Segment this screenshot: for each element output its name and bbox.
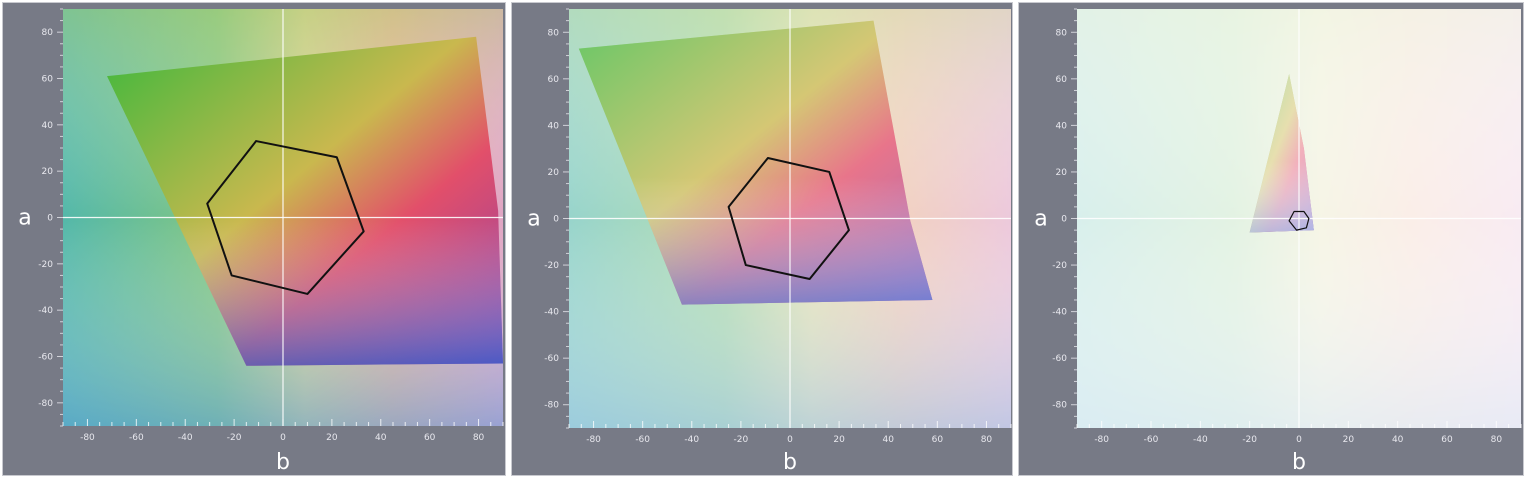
y-tick-label: -60 xyxy=(544,354,559,364)
y-tick-label: 80 xyxy=(42,28,54,38)
x-tick-label: -80 xyxy=(1094,435,1109,445)
chart-panel-2: -80 -60 -40 -20 0 20 40 60 80 80 60 40 20 0 -20 -40 -60 -… xyxy=(511,2,1013,476)
y-tick-label: 60 xyxy=(1056,75,1068,85)
y-tick-label: 20 xyxy=(548,168,560,178)
y-tick-label: -80 xyxy=(1052,401,1067,411)
x-tick-label: 60 xyxy=(1441,435,1453,445)
x-tick-label: -60 xyxy=(129,433,144,443)
x-tick-label: -80 xyxy=(80,433,95,443)
x-tick-label: 20 xyxy=(833,435,845,445)
y-axis-title: a xyxy=(18,206,31,231)
x-tick-label: 20 xyxy=(326,433,338,443)
y-tick-label: 80 xyxy=(1056,28,1068,38)
x-tick-label: 80 xyxy=(473,433,485,443)
y-tick-label: -80 xyxy=(544,401,559,411)
gamut-outline xyxy=(727,156,850,281)
x-tick-label: 40 xyxy=(882,435,894,445)
gamut-region-fade xyxy=(578,20,933,305)
y-tick-label: 60 xyxy=(548,75,560,85)
y-tick-label: -60 xyxy=(38,353,53,363)
x-tick-label: 40 xyxy=(1392,435,1404,445)
chart-panel-1: -80 -60 -40 -20 0 20 40 60 80 80 60 40 20 0 -20 -40 -60 -… xyxy=(2,2,506,476)
y-tick-label: 0 xyxy=(1061,215,1067,225)
gamut-region-fade xyxy=(1249,74,1314,233)
x-tick-label: 0 xyxy=(280,433,286,443)
y-tick-label: 80 xyxy=(548,28,560,38)
x-axis-title: b xyxy=(783,450,797,475)
y-axis-title: a xyxy=(527,207,540,232)
x-tick-label: 0 xyxy=(787,435,793,445)
chart-panel-3: -80 -60 -40 -20 0 20 40 60 80 80 60 40 20 0 -20 -40 -60 -… xyxy=(1018,2,1524,476)
gamut-outline xyxy=(206,140,365,295)
x-tick-label: -80 xyxy=(586,435,601,445)
x-tick-label: -20 xyxy=(1242,435,1257,445)
y-tick-label: 0 xyxy=(47,214,53,224)
x-tick-label: 40 xyxy=(375,433,387,443)
y-tick-label: -20 xyxy=(1052,261,1067,271)
y-tick-label: 0 xyxy=(553,215,559,225)
gamut-region-shade xyxy=(107,36,503,366)
x-tick-label: 20 xyxy=(1343,435,1355,445)
y-tick-label: -80 xyxy=(38,399,53,409)
x-tick-label: 80 xyxy=(981,435,993,445)
y-tick-label: 20 xyxy=(42,167,54,177)
x-tick-label: -40 xyxy=(1193,435,1208,445)
x-axis-title: b xyxy=(276,450,290,475)
gamut-outline xyxy=(1288,210,1310,231)
x-tick-label: -60 xyxy=(1144,435,1159,445)
gamut-region-shade xyxy=(578,20,933,305)
x-tick-label: 80 xyxy=(1491,435,1503,445)
chart-svg: -80 -60 -40 -20 0 20 40 60 80 80 60 40 20 0 -20 -40 -60 -… xyxy=(1034,8,1522,475)
chart-svg: -80 -60 -40 -20 0 20 40 60 80 80 60 40 20 0 -20 -40 -60 -… xyxy=(527,8,1012,475)
y-tick-label: -40 xyxy=(38,306,53,316)
chart-svg: -80 -60 -40 -20 0 20 40 60 80 80 60 40 20 0 -20 -40 -60 -… xyxy=(18,8,504,475)
y-tick-label: 40 xyxy=(42,121,54,131)
y-tick-label: -40 xyxy=(1052,308,1067,318)
x-tick-label: -20 xyxy=(227,433,242,443)
x-tick-label: -40 xyxy=(178,433,193,443)
x-tick-label: 60 xyxy=(932,435,944,445)
y-tick-label: -20 xyxy=(544,261,559,271)
y-tick-label: 20 xyxy=(1056,168,1068,178)
y-axis-title: a xyxy=(1034,207,1047,232)
x-tick-label: -20 xyxy=(734,435,749,445)
y-tick-label: 60 xyxy=(42,75,54,85)
x-tick-label: -60 xyxy=(635,435,650,445)
y-tick-label: -60 xyxy=(1052,354,1067,364)
y-tick-label: -20 xyxy=(38,260,53,270)
x-axis-title: b xyxy=(1292,450,1306,475)
x-tick-label: 60 xyxy=(424,433,436,443)
x-tick-label: -40 xyxy=(684,435,699,445)
x-tick-label: 0 xyxy=(1296,435,1302,445)
y-tick-label: 40 xyxy=(548,121,560,131)
y-tick-label: 40 xyxy=(1056,121,1068,131)
y-tick-label: -40 xyxy=(544,308,559,318)
